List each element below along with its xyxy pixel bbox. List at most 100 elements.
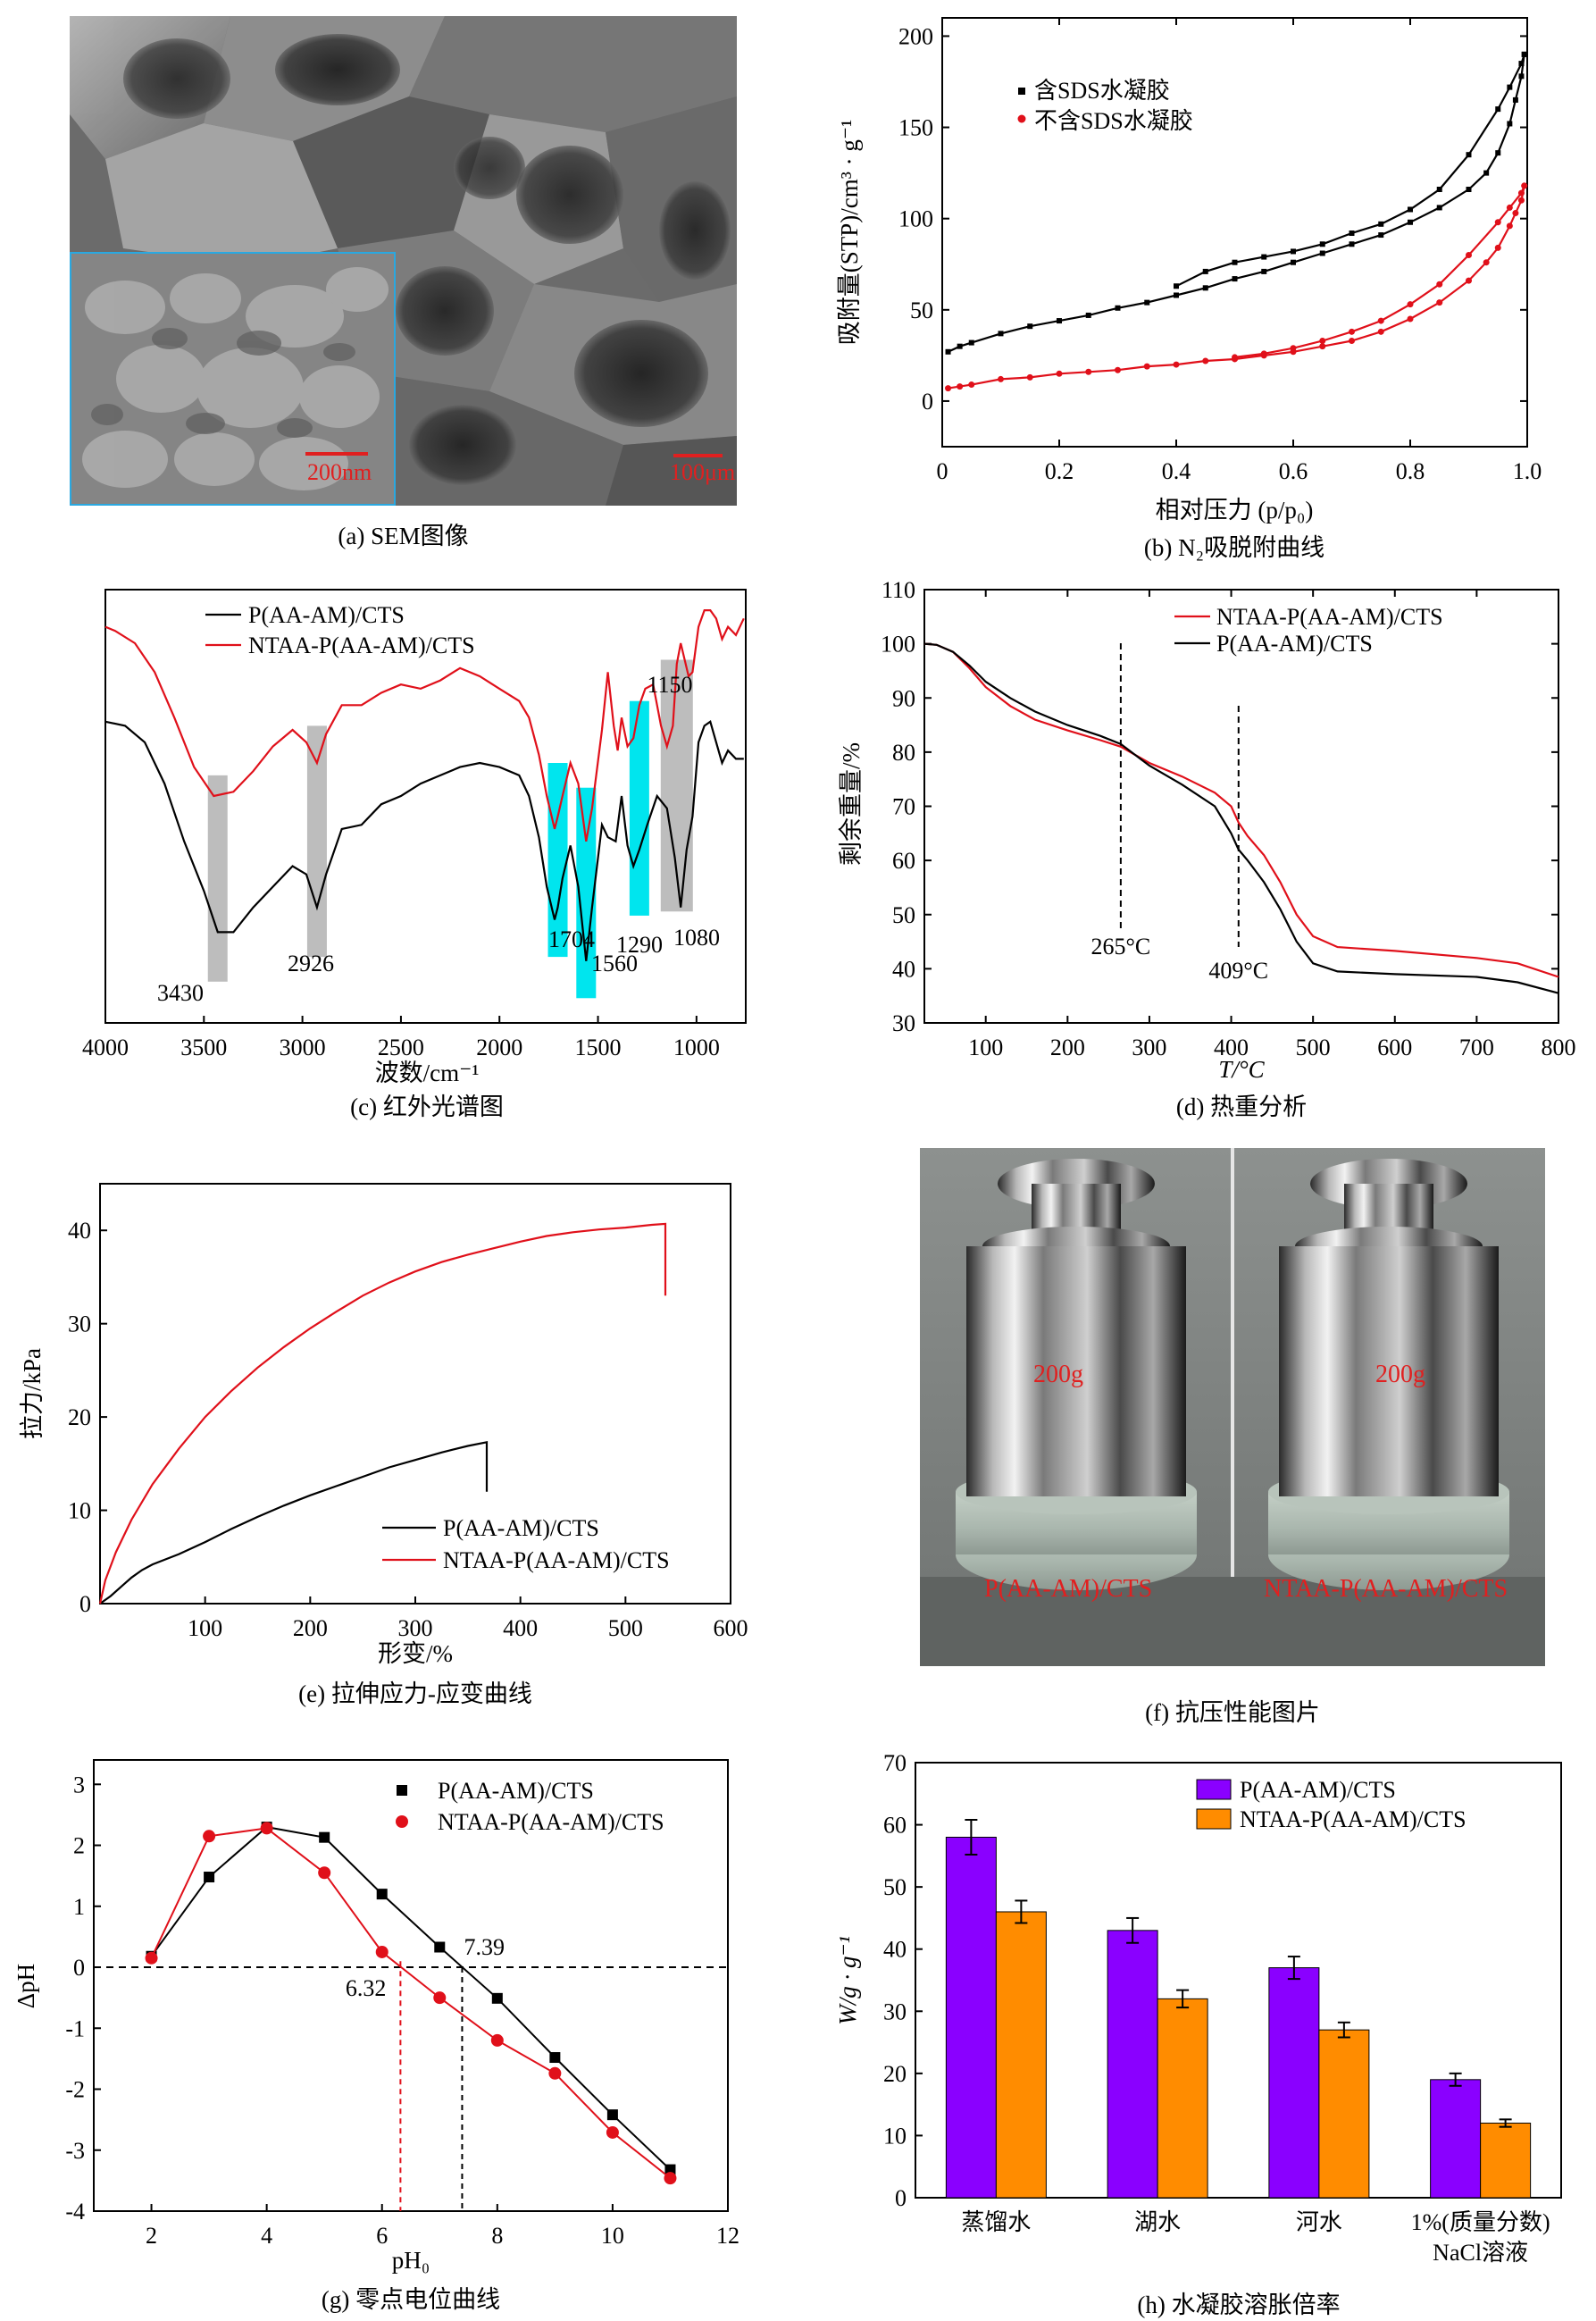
data-point bbox=[1173, 361, 1180, 368]
data-point bbox=[1377, 317, 1384, 324]
x-tick-label: 2000 bbox=[476, 1035, 522, 1060]
x-tick-label: 500 bbox=[1296, 1035, 1331, 1060]
absorption-band bbox=[207, 775, 228, 982]
data-point bbox=[1507, 121, 1513, 127]
x-tick-label: 1.0 bbox=[1513, 458, 1542, 484]
caption-e: (e) 拉伸应力-应变曲线 bbox=[298, 1680, 532, 1707]
data-point bbox=[1506, 222, 1513, 230]
series-1-line bbox=[150, 1827, 672, 2179]
data-point bbox=[1466, 277, 1472, 284]
absorption-band bbox=[629, 700, 649, 916]
data-point bbox=[957, 343, 963, 349]
sem-inset-texture bbox=[71, 254, 394, 504]
data-point bbox=[998, 375, 1004, 382]
series-1-line bbox=[104, 609, 745, 842]
data-point bbox=[1202, 357, 1209, 364]
y-tick-label: 30 bbox=[68, 1311, 91, 1337]
y-tick-label: 20 bbox=[883, 2061, 907, 2087]
y-tick-label: 60 bbox=[892, 848, 915, 874]
legend-label-0: P(AA-AM)/CTS bbox=[438, 1778, 594, 1804]
data-point bbox=[1056, 370, 1063, 377]
bar-1 bbox=[995, 1911, 1047, 2199]
y-tick-label: 0 bbox=[79, 1591, 91, 1617]
right-gel-label: NTAA-P(AA-AM)/CTS bbox=[1264, 1575, 1508, 1603]
data-point bbox=[1261, 254, 1267, 260]
x-axis-label: pH₀ bbox=[392, 2247, 430, 2274]
data-point bbox=[1466, 252, 1472, 259]
x-tick-label: 100 bbox=[188, 1615, 222, 1641]
legend-label-1: NTAA-P(AA-AM)/CTS bbox=[438, 1809, 664, 1835]
y-tick-label: 20 bbox=[68, 1404, 91, 1430]
series-0-adsorption-line bbox=[948, 54, 1525, 353]
y-tick-label: 70 bbox=[892, 794, 915, 820]
x-tick-label: 8 bbox=[491, 2223, 503, 2249]
x-tick-label: 400 bbox=[1214, 1035, 1249, 1060]
data-point bbox=[1483, 259, 1490, 266]
y-tick-label: 40 bbox=[68, 1218, 91, 1244]
y-tick-label: -1 bbox=[65, 2015, 85, 2041]
x-tick-label: 0 bbox=[937, 458, 948, 484]
right-weight-label: 200g bbox=[1375, 1361, 1425, 1388]
caption-d: (d) 热重分析 bbox=[1176, 1093, 1307, 1120]
chart-e: 100 200 300 400 500 600 0 10 20 30 40 P(AA-AM)/CTS N… bbox=[19, 1183, 748, 1707]
chart-g: 2 4 6 8 10 12-4-3-2-101237.396.32P(AA-AM)/CTS… bbox=[13, 1759, 740, 2313]
data-point bbox=[1319, 241, 1325, 247]
y-tick-label: 30 bbox=[892, 1010, 915, 1036]
peak-label: 1150 bbox=[647, 672, 692, 698]
scale-inset-label: 200nm bbox=[307, 459, 372, 485]
category-label: 1%(质量分数) bbox=[1411, 2209, 1550, 2235]
y-axis-label: W/g · g⁻¹ bbox=[834, 1936, 861, 2025]
x-axis-label: 相对压力 (p/p₀) bbox=[1156, 497, 1314, 524]
peak-label: 1290 bbox=[616, 932, 663, 958]
y-tick-label: 3 bbox=[73, 1772, 85, 1797]
data-point bbox=[1436, 187, 1442, 192]
data-point bbox=[1319, 338, 1326, 345]
x-tick-label: 4000 bbox=[82, 1035, 129, 1060]
data-point bbox=[1260, 350, 1267, 357]
chart-b: 0 0.2 0.4 0.6 0.8 1.0 0 50 100 150 200 含SDS水凝胶不含SDS… bbox=[836, 17, 1542, 561]
data-point bbox=[1517, 197, 1525, 204]
peak-label: 2926 bbox=[288, 951, 334, 976]
data-point bbox=[1174, 292, 1179, 298]
chart-h-frame bbox=[915, 1762, 1562, 2199]
sem-image: 200nm 100μm bbox=[70, 16, 737, 506]
x-tick-label: 2 bbox=[146, 2223, 157, 2249]
data-point bbox=[1349, 241, 1355, 247]
peak-label: 3430 bbox=[157, 980, 204, 1006]
y-tick-label: 70 bbox=[883, 1750, 907, 1776]
series-0-line bbox=[923, 642, 1559, 978]
x-tick-label: 200 bbox=[1050, 1035, 1085, 1060]
peak-label: 1560 bbox=[591, 951, 638, 976]
x-tick-label: 600 bbox=[1377, 1035, 1412, 1060]
data-point bbox=[968, 339, 974, 346]
data-point bbox=[968, 381, 975, 389]
y-tick-label: 0 bbox=[895, 2185, 907, 2211]
data-point bbox=[1319, 343, 1326, 350]
legend-label-1: NTAA-P(AA-AM)/CTS bbox=[1240, 1806, 1466, 1832]
bar-0 bbox=[1268, 1967, 1320, 2199]
data-point bbox=[945, 348, 951, 355]
data-point bbox=[1377, 328, 1384, 335]
data-point bbox=[1507, 84, 1513, 90]
bar-0 bbox=[1107, 1930, 1158, 2199]
data-point bbox=[548, 2066, 562, 2080]
data-point bbox=[1407, 301, 1414, 308]
x-tick-label: 0.8 bbox=[1396, 458, 1425, 484]
x-tick-label: 0.6 bbox=[1279, 458, 1308, 484]
y-tick-label: -2 bbox=[65, 2077, 85, 2103]
left-gel-label: P(AA-AM)/CTS bbox=[984, 1575, 1153, 1603]
data-point bbox=[1115, 366, 1121, 373]
y-tick-label: -4 bbox=[65, 2199, 85, 2225]
caption-g: (g) 零点电位曲线 bbox=[322, 2286, 500, 2313]
legend-label-0: NTAA-P(AA-AM)/CTS bbox=[1216, 604, 1443, 630]
caption-f: (f) 抗压性能图片 bbox=[1145, 1699, 1320, 1726]
caption-c: (c) 红外光谱图 bbox=[350, 1093, 504, 1120]
legend-swatch-0 bbox=[1196, 1779, 1232, 1800]
y-axis-label: 拉力/kPa bbox=[19, 1348, 46, 1439]
data-point bbox=[1436, 299, 1443, 306]
y-tick-label: 40 bbox=[883, 1937, 907, 1963]
right-weight bbox=[1268, 1159, 1509, 1590]
x-tick-label: 500 bbox=[608, 1615, 643, 1641]
data-point bbox=[204, 1872, 215, 1883]
left-weight bbox=[956, 1159, 1197, 1590]
